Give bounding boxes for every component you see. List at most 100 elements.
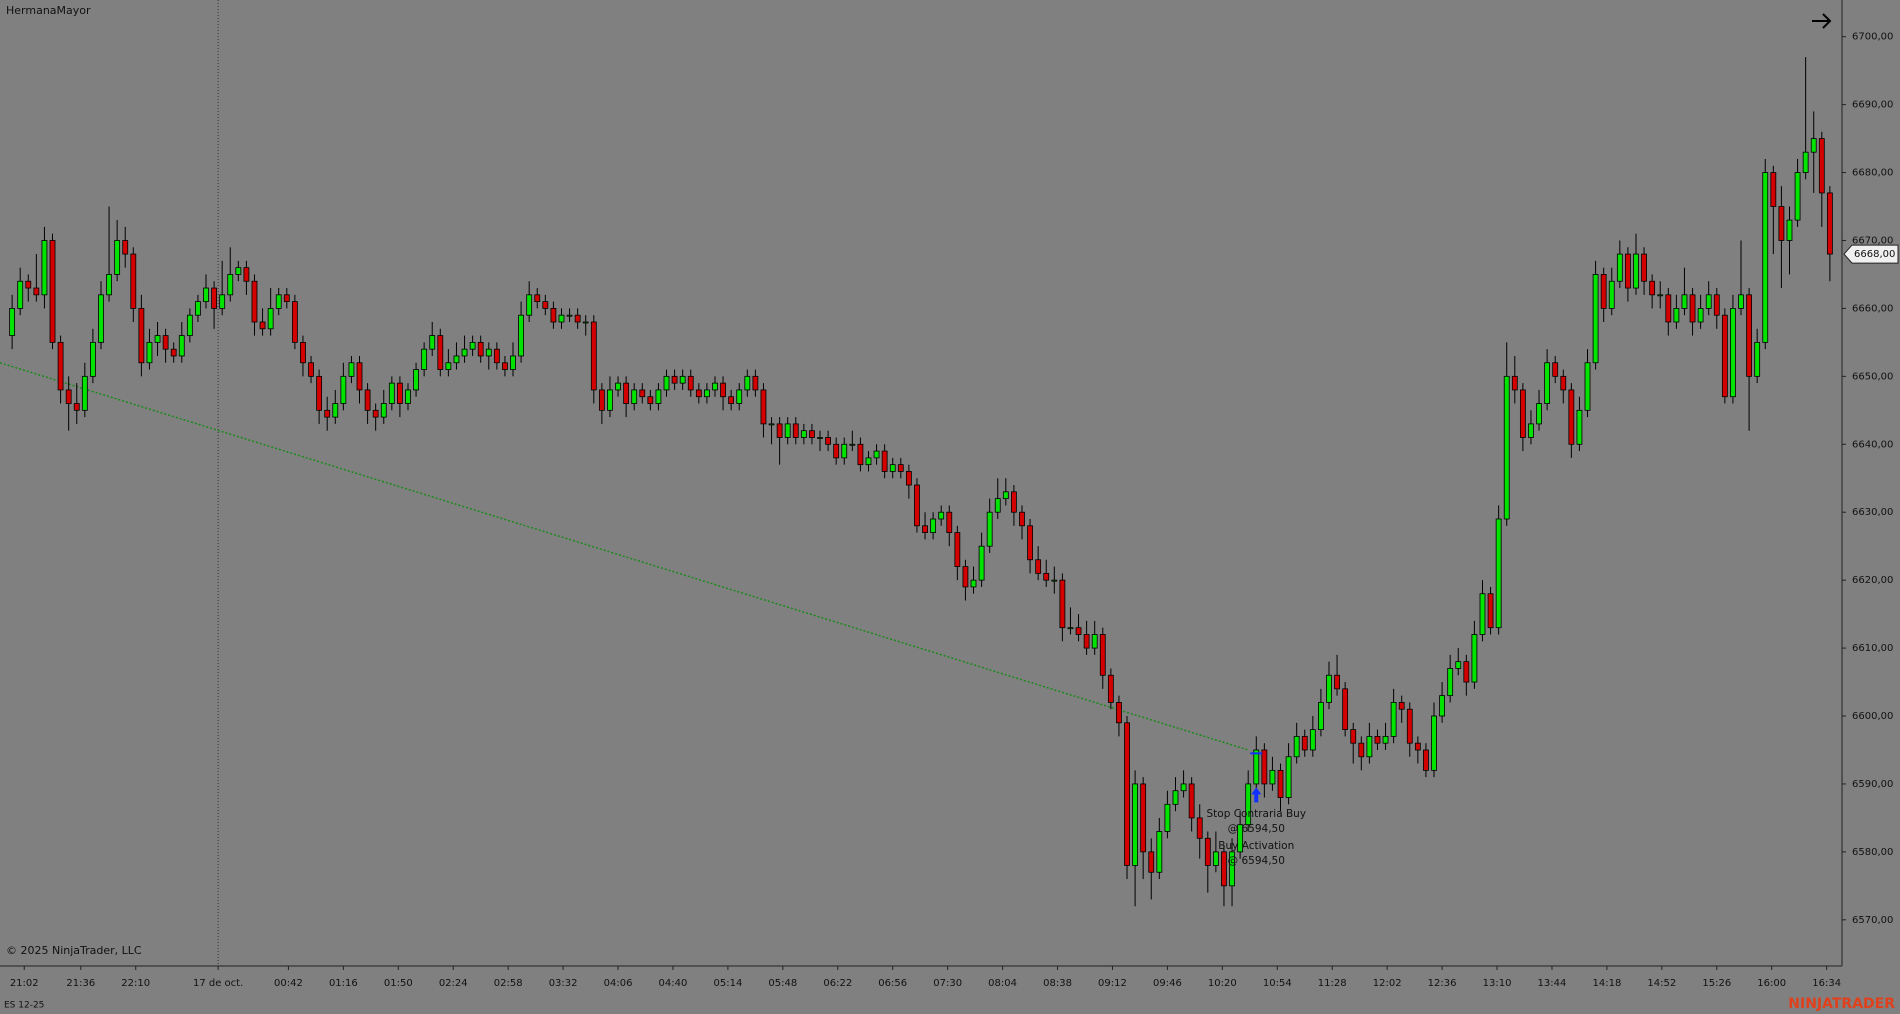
candle-body bbox=[332, 403, 339, 418]
candle-body bbox=[1188, 783, 1195, 819]
instrument: ES 12-25 bbox=[4, 1001, 44, 1011]
candle-body bbox=[1204, 837, 1211, 866]
candle-body bbox=[437, 335, 444, 370]
x-tick-label: 03:32 bbox=[549, 978, 578, 989]
candle-body bbox=[978, 545, 985, 581]
candle-body bbox=[340, 375, 347, 404]
candle-body bbox=[889, 464, 896, 472]
candle-body bbox=[219, 294, 226, 309]
candle-body bbox=[73, 403, 80, 411]
candle-body bbox=[623, 382, 630, 404]
candle-body bbox=[857, 443, 864, 466]
candle-body bbox=[849, 443, 856, 446]
candle-body bbox=[704, 389, 710, 398]
candle-body bbox=[211, 287, 217, 309]
candle-body bbox=[267, 308, 274, 330]
y-tick-label: 6700,00 bbox=[1852, 32, 1893, 43]
candle-body bbox=[914, 484, 920, 527]
x-tick-label: 15:26 bbox=[1702, 978, 1731, 989]
candle-body bbox=[1576, 409, 1583, 445]
candle-body bbox=[598, 389, 605, 411]
candle-body bbox=[728, 396, 735, 404]
candle-body bbox=[809, 430, 815, 438]
order-name: Buy Activation bbox=[1218, 840, 1294, 852]
candle-body bbox=[1802, 151, 1809, 173]
candle-body bbox=[429, 335, 436, 350]
candle-body bbox=[203, 287, 209, 303]
candle-body bbox=[784, 423, 791, 438]
candle-body bbox=[1229, 851, 1235, 887]
candle-body bbox=[1414, 742, 1421, 751]
candle-body bbox=[251, 280, 258, 323]
y-tick-label: 6690,00 bbox=[1852, 100, 1893, 111]
x-tick-label: 08:38 bbox=[1043, 978, 1072, 989]
brand: NINJATRADER bbox=[1788, 996, 1895, 1012]
candle-body bbox=[1172, 790, 1179, 805]
candle-body bbox=[114, 240, 121, 275]
candle-body bbox=[1285, 756, 1292, 798]
candle-body bbox=[1309, 729, 1316, 751]
candle-body bbox=[356, 362, 363, 391]
candle-body bbox=[1826, 192, 1833, 255]
candle-body bbox=[663, 375, 670, 391]
candle-body bbox=[146, 341, 153, 364]
candle-body bbox=[1673, 308, 1680, 323]
candle-body bbox=[1116, 702, 1122, 724]
candle-body bbox=[33, 287, 40, 296]
candle-body bbox=[1810, 138, 1817, 153]
x-tick-label: 10:20 bbox=[1208, 978, 1237, 989]
x-tick-label: 02:24 bbox=[439, 978, 468, 989]
candle-body bbox=[275, 294, 282, 309]
candle-body bbox=[17, 280, 24, 309]
candle-body bbox=[1568, 389, 1575, 445]
candle-body bbox=[1148, 851, 1155, 873]
candle-body bbox=[445, 362, 452, 370]
candle-body bbox=[518, 314, 524, 357]
candle-body bbox=[1043, 572, 1050, 581]
candle-body bbox=[477, 341, 484, 357]
candle-body bbox=[1746, 294, 1752, 377]
candle-body bbox=[138, 308, 145, 364]
candle-body bbox=[364, 389, 371, 411]
y-tick-label: 6600,00 bbox=[1852, 711, 1893, 722]
candle-body bbox=[1374, 735, 1381, 744]
candle-body bbox=[1528, 423, 1534, 438]
candle-body bbox=[1002, 491, 1009, 500]
candle-body bbox=[162, 335, 169, 350]
candle-body bbox=[712, 382, 718, 391]
candle-body bbox=[283, 294, 290, 303]
candle-body bbox=[1221, 851, 1227, 887]
candle-body bbox=[1011, 491, 1017, 513]
x-tick-label: 02:58 bbox=[494, 978, 523, 989]
candle-body bbox=[1560, 375, 1567, 391]
x-tick-label: 22:10 bbox=[121, 978, 150, 989]
nav-arrow[interactable] bbox=[1812, 13, 1832, 29]
copyright: © 2025 NinjaTrader, LLC bbox=[6, 944, 142, 957]
candle-body bbox=[1770, 172, 1777, 207]
candle-body bbox=[316, 375, 323, 411]
candle-body bbox=[1156, 831, 1163, 873]
candle-body bbox=[1818, 138, 1825, 194]
candle-body bbox=[1326, 674, 1332, 703]
candle-body bbox=[1713, 294, 1720, 316]
candle-body bbox=[380, 403, 387, 418]
candle-body bbox=[776, 423, 783, 438]
candle-body bbox=[1697, 308, 1704, 323]
candle-body bbox=[1164, 803, 1171, 832]
candle-body bbox=[1447, 668, 1454, 697]
candle-body bbox=[1350, 729, 1357, 744]
arrow-head[interactable] bbox=[1822, 13, 1832, 29]
candle-body bbox=[1196, 817, 1203, 839]
candle-body bbox=[421, 348, 428, 370]
candle-body bbox=[1762, 172, 1769, 343]
candle-body bbox=[106, 274, 112, 296]
candle-body bbox=[1406, 708, 1413, 744]
y-tick-label: 6680,00 bbox=[1852, 168, 1893, 179]
candle-body bbox=[1511, 375, 1518, 391]
candle-body bbox=[1075, 627, 1082, 635]
x-tick-label: 06:56 bbox=[878, 978, 907, 989]
candle-body bbox=[1431, 715, 1437, 771]
x-tick-label: 17 de oct. bbox=[193, 978, 243, 989]
candle-body bbox=[671, 375, 678, 384]
